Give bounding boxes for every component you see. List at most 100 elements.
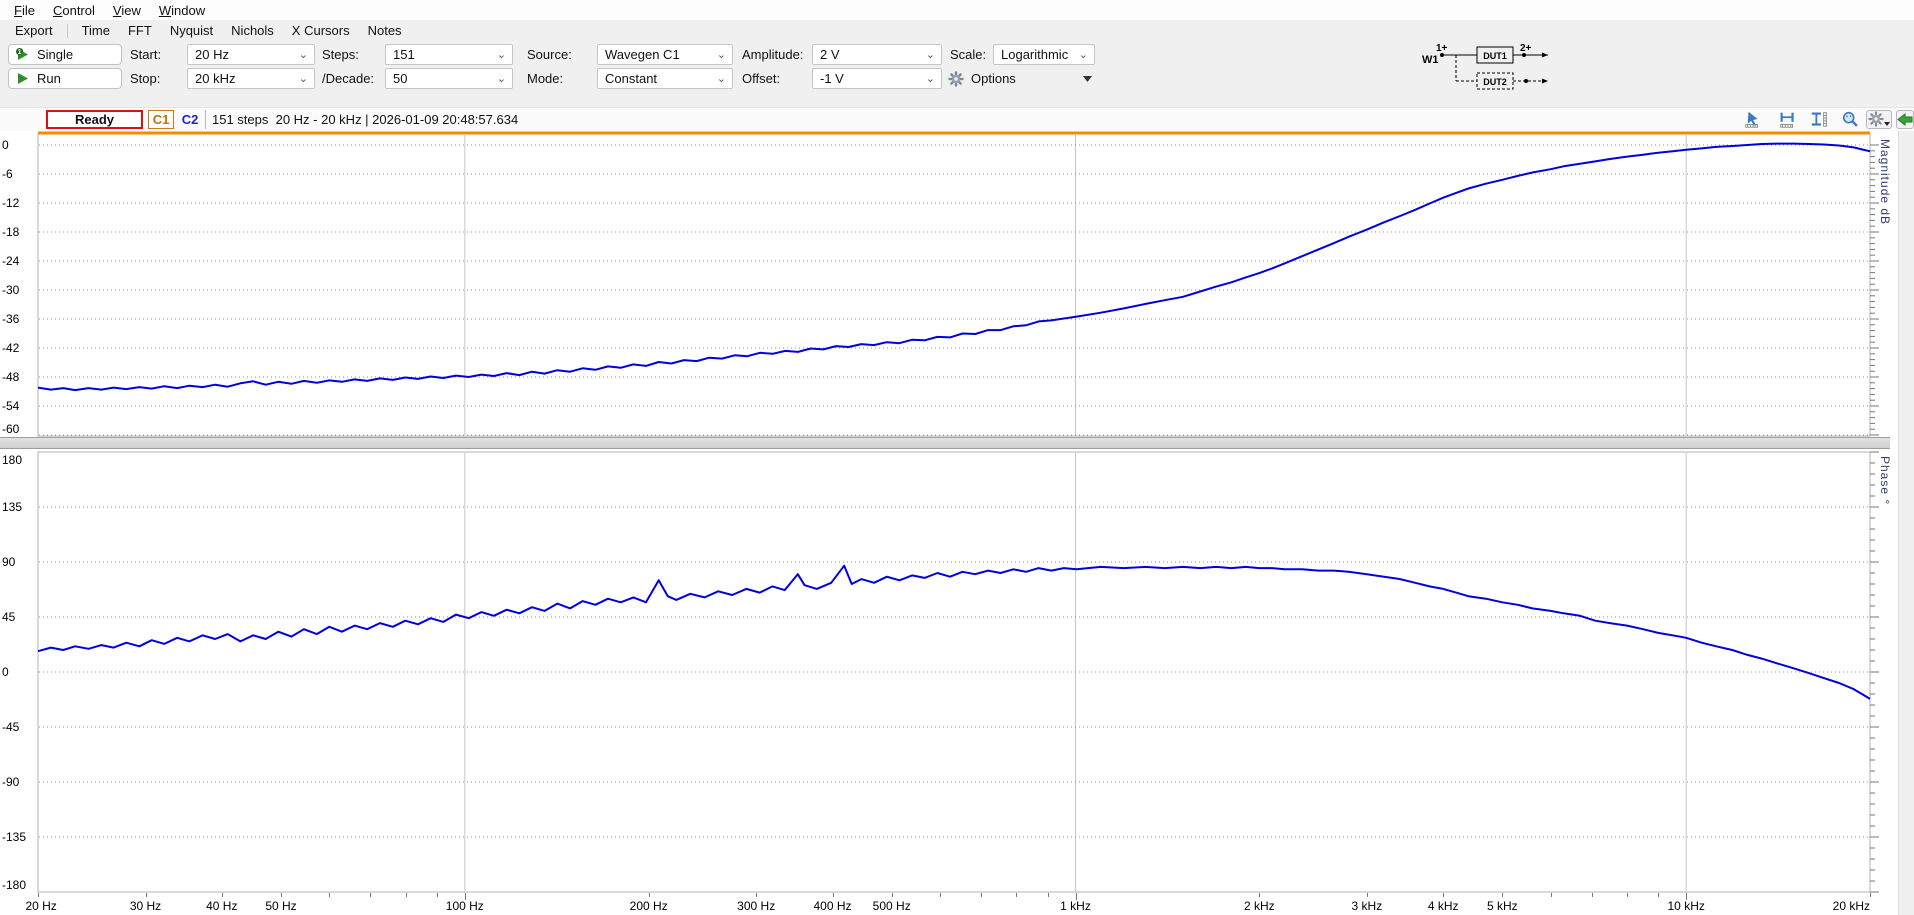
- x-axis-tick: [370, 893, 372, 897]
- sweep-toolbar: 1 Single Run Start: 20 Hz ⌄ Stop: 20 kHz ⌄…: [0, 41, 1914, 108]
- x-axis-tick: [756, 893, 758, 897]
- stop-label: Stop:: [130, 71, 161, 86]
- x-axis-tick: [1627, 893, 1628, 897]
- gear-icon: [1868, 111, 1890, 127]
- tab-time[interactable]: Time: [81, 23, 110, 38]
- x-axis-tick: [1443, 893, 1445, 897]
- menu-file[interactable]: File: [14, 2, 35, 18]
- x-tick-label: 400 Hz: [813, 899, 852, 913]
- svg-text:DUT1: DUT1: [1483, 51, 1507, 61]
- x-axis-tick: [329, 893, 331, 897]
- status-text: Ready: [74, 112, 115, 127]
- tab-nichols[interactable]: Nichols: [231, 23, 274, 38]
- channel-2-tab[interactable]: C2: [178, 110, 202, 129]
- pointer-cursor-tool-icon[interactable]: [1744, 110, 1764, 129]
- y-tick-label: -42: [2, 341, 20, 355]
- y-tick-label: 45: [2, 610, 16, 624]
- x-tick-label: 300 Hz: [737, 899, 776, 913]
- y-tick-label: 0: [2, 665, 9, 679]
- steps-select[interactable]: 151 ⌄: [385, 44, 513, 65]
- green-left-arrow-icon: [1897, 112, 1913, 127]
- x-axis-tick: [1259, 893, 1261, 897]
- per-decade-select[interactable]: 50 ⌄: [385, 68, 513, 89]
- mode-select[interactable]: Constant ⌄: [597, 68, 733, 89]
- tab-nyquist[interactable]: Nyquist: [169, 23, 214, 38]
- tab-x-cursors[interactable]: X Cursors: [291, 23, 350, 38]
- run-button-label: Run: [37, 71, 61, 86]
- per-decade-label: /Decade:: [322, 71, 375, 86]
- menu-window[interactable]: Window: [158, 2, 206, 18]
- stop-select[interactable]: 20 kHz ⌄: [187, 68, 315, 89]
- x-axis-tick: [648, 893, 650, 897]
- frequency-axis: 20 Hz 30 Hz 40 Hz 50 Hz 100 Hz 200 Hz 300 Hz 40…: [0, 893, 1914, 915]
- x-axis-tick: [38, 893, 39, 897]
- x-tick-label: 500 Hz: [872, 899, 911, 913]
- source-label: Source:: [527, 47, 572, 62]
- amplitude-value: 2 V: [820, 47, 840, 62]
- menu-view[interactable]: View: [112, 2, 141, 18]
- phase-plot[interactable]: 180 135 90 45 0 -45 -90 -135 -180: [0, 449, 1914, 893]
- tab-export[interactable]: Export: [15, 23, 53, 38]
- chevron-down-icon: ⌄: [716, 49, 726, 61]
- chevron-down-icon: ⌄: [298, 49, 308, 61]
- x-tick-label: 30 Hz: [129, 899, 162, 913]
- x-tick-label: 50 Hz: [265, 899, 297, 913]
- menu-bar: File Control View Window: [0, 0, 1914, 20]
- plot-settings-button[interactable]: [1866, 110, 1892, 129]
- status-badge: Ready: [46, 110, 143, 129]
- y-tick-label: -45: [2, 720, 20, 734]
- offset-select[interactable]: -1 V ⌄: [812, 68, 942, 89]
- x-tick-label: 20 kHz: [1832, 899, 1870, 913]
- scale-label: Scale:: [950, 47, 987, 62]
- x-axis-tick: [1016, 893, 1018, 897]
- svg-text:1+: 1+: [1436, 43, 1448, 54]
- y-tick-label: -18: [2, 225, 20, 239]
- toolbar-menu-row: Export Time FFT Nyquist Nichols X Cursors Note…: [0, 20, 1914, 41]
- single-button[interactable]: 1 Single: [8, 44, 122, 65]
- right-margin-strip: [1898, 131, 1914, 915]
- plot-splitter-handle[interactable]: [0, 437, 1890, 449]
- x-tick-label: 5 kHz: [1486, 899, 1518, 913]
- amplitude-select[interactable]: 2 V ⌄: [812, 44, 942, 65]
- start-select[interactable]: 20 Hz ⌄: [187, 44, 315, 65]
- x-axis-tick: [940, 893, 941, 897]
- scale-select[interactable]: Logarithmic ⌄: [993, 44, 1095, 65]
- dropdown-caret-icon: [1082, 75, 1092, 82]
- magnitude-axis-title: Magnitude dB: [1878, 139, 1892, 226]
- y-tick-label: 135: [2, 500, 22, 514]
- source-value: Wavegen C1: [605, 47, 680, 62]
- source-select[interactable]: Wavegen C1 ⌄: [597, 44, 733, 65]
- x-tick-label: 200 Hz: [629, 899, 668, 913]
- plot-border: [37, 133, 1871, 437]
- vertical-cursors-tool-icon[interactable]: [1810, 110, 1830, 129]
- x-axis-tick: [1502, 893, 1504, 897]
- y-tick-label: -24: [2, 254, 20, 268]
- steps-label: Steps:: [322, 47, 359, 62]
- chevron-down-icon: ⌄: [1078, 49, 1088, 61]
- stop-value: 20 kHz: [195, 71, 236, 86]
- x-axis-tick: [1047, 893, 1049, 897]
- options-button[interactable]: Options: [948, 68, 1092, 89]
- dock-panel-button[interactable]: [1896, 110, 1914, 129]
- play-icon: [18, 73, 28, 84]
- channel-1-tab[interactable]: C1: [148, 110, 174, 129]
- x-axis-tick: [145, 893, 147, 897]
- y-tick-label: -12: [2, 196, 20, 210]
- y-tick-label: -60: [2, 422, 20, 436]
- steps-value: 151: [393, 47, 415, 62]
- tab-notes[interactable]: Notes: [367, 23, 402, 38]
- y-tick-label: -54: [2, 399, 20, 413]
- x-tick-label: 3 kHz: [1351, 899, 1383, 913]
- svg-text:DUT2: DUT2: [1483, 77, 1507, 87]
- x-tick-label: 10 kHz: [1667, 899, 1705, 913]
- chevron-down-icon: ⌄: [716, 73, 726, 85]
- tab-fft[interactable]: FFT: [127, 23, 152, 38]
- x-axis-tick: [281, 893, 282, 897]
- zoom-tool-icon[interactable]: [1841, 110, 1861, 129]
- horizontal-cursors-tool-icon[interactable]: [1778, 110, 1798, 129]
- magnitude-plot[interactable]: 0 -6 -12 -18 -24 -30 -36 -42 -48 -54 -60: [0, 131, 1914, 437]
- y-tick-label: 0: [2, 138, 9, 152]
- chevron-down-icon: ⌄: [925, 73, 935, 85]
- run-button[interactable]: Run: [8, 68, 122, 89]
- menu-control[interactable]: Control: [52, 2, 95, 18]
